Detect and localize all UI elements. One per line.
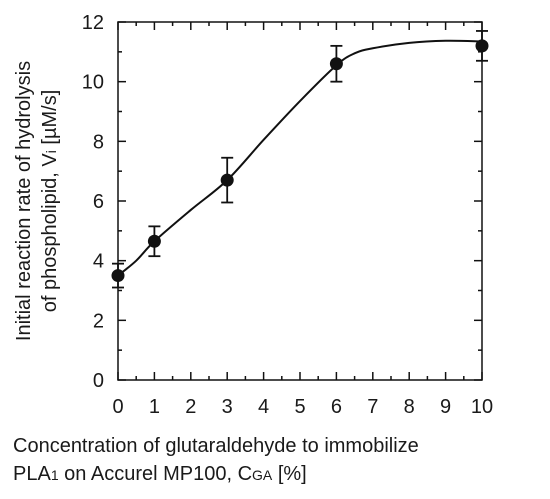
y-tick-label: 12: [82, 12, 104, 34]
x-axis-label-line1: Concentration of glutaraldehyde to immob…: [13, 435, 419, 457]
y-axis-label-line1: Initial reaction rate of hydrolysis: [13, 61, 35, 341]
x-tick-label: 6: [331, 396, 342, 418]
y-tick-label: 0: [93, 370, 104, 392]
x-tick-label: 0: [112, 396, 123, 418]
y-axis-label: Initial reaction rate of hydrolysis of p…: [13, 61, 61, 341]
fit-curve: [117, 39, 483, 277]
y-axis-ticks: 0 2 4 6 8 10 12: [82, 12, 482, 392]
x-tick-label: 7: [367, 396, 378, 418]
y-tick-label: 2: [93, 310, 104, 332]
x-axis-label-line2: PLA1 on Accurel MP100, CGA [%]: [13, 463, 307, 485]
x-tick-label: 9: [440, 396, 451, 418]
y-tick-label: 6: [93, 191, 104, 213]
plot-frame: [117, 21, 483, 381]
error-bars: [112, 30, 488, 289]
x-tick-label: 10: [471, 396, 493, 418]
x-tick-label: 2: [185, 396, 196, 418]
data-point: [147, 234, 161, 248]
y-tick-label: 10: [82, 72, 104, 94]
y-axis-label-line2: of phospholipid, Vi [µM/s]: [39, 90, 61, 313]
data-point: [111, 269, 125, 283]
x-axis-ticks: 0 1 2 3 4 5 6 7 8 9 10: [112, 22, 493, 418]
data-point: [329, 57, 343, 71]
y-tick-label: 8: [93, 131, 104, 153]
x-tick-label: 4: [258, 396, 269, 418]
y-tick-label: 4: [93, 251, 104, 273]
x-tick-label: 5: [294, 396, 305, 418]
x-tick-label: 3: [222, 396, 233, 418]
data-point: [475, 39, 489, 53]
data-points: [111, 39, 489, 283]
x-tick-label: 8: [404, 396, 415, 418]
x-tick-label: 1: [149, 396, 160, 418]
data-point: [220, 173, 234, 187]
